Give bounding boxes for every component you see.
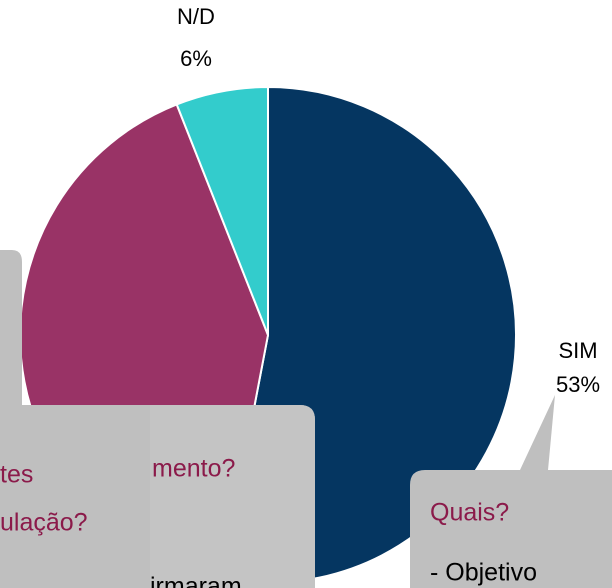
callout-bubble bbox=[410, 395, 612, 588]
slice-value-label: 6% bbox=[180, 46, 212, 71]
slice-label: N/D bbox=[177, 4, 215, 29]
callout-text: irmaram bbox=[150, 573, 242, 588]
callout-text: Quais? bbox=[430, 499, 509, 527]
slice-value-label: 53% bbox=[556, 372, 600, 397]
callout-text: - Objetivo bbox=[430, 559, 537, 587]
callout-text: tes bbox=[0, 461, 33, 489]
callout-text: mento? bbox=[152, 455, 235, 483]
callout-text: ulação? bbox=[0, 509, 88, 537]
callout-bubble bbox=[150, 405, 315, 588]
pie-slice bbox=[175, 85, 269, 336]
slice-label: SIM bbox=[558, 338, 597, 363]
